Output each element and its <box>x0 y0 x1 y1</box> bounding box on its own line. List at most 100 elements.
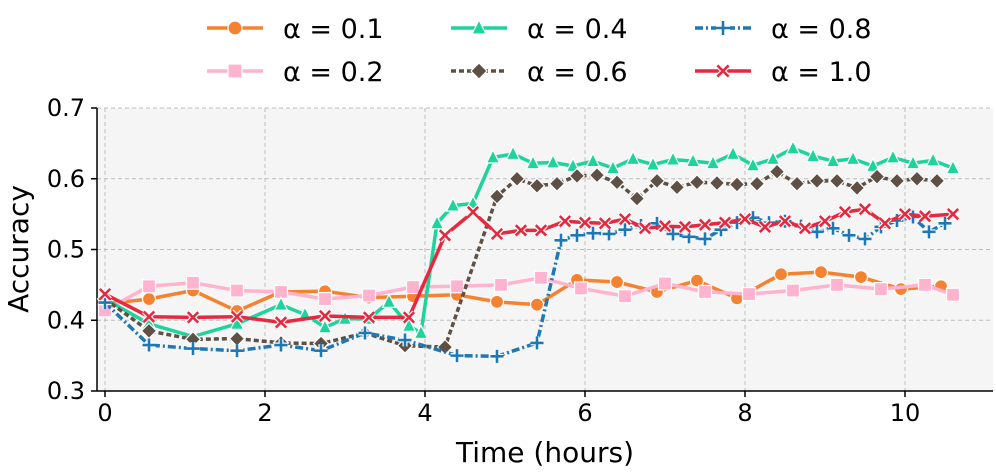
marker-stroke <box>490 349 504 363</box>
data-point-marker <box>829 277 845 292</box>
data-point-marker <box>490 349 504 363</box>
marker-stroke <box>618 212 632 226</box>
marker-stroke <box>798 222 812 235</box>
legend-item-1: α = 0.1 <box>207 14 384 45</box>
data-point-marker <box>493 277 509 292</box>
data-point-marker <box>945 287 961 302</box>
data-point-marker <box>745 156 761 172</box>
data-point-marker <box>908 170 926 188</box>
data-point-marker <box>445 196 461 212</box>
data-point-marker <box>605 159 621 175</box>
data-point-marker <box>185 275 201 290</box>
marker-stroke <box>230 310 244 323</box>
data-point-marker <box>401 317 417 333</box>
legend-label: α = 0.2 <box>283 57 384 88</box>
data-point-marker <box>586 226 600 240</box>
series-6 <box>98 202 960 330</box>
y-tick-label: 0.3 <box>47 377 85 405</box>
marker-stroke <box>558 215 572 228</box>
data-point-marker <box>905 154 921 170</box>
data-point-marker <box>98 296 112 310</box>
marker-stroke <box>186 342 200 356</box>
legend-item-6: α = 1.0 <box>695 57 872 88</box>
data-point-marker <box>273 295 289 311</box>
data-point-marker <box>609 274 625 290</box>
data-point-marker <box>688 173 706 191</box>
data-point-marker <box>810 225 824 239</box>
data-point-marker <box>825 152 841 168</box>
marker-stroke <box>618 223 632 237</box>
data-point-marker <box>938 216 952 230</box>
marker-stroke <box>450 349 464 363</box>
marker-stroke <box>466 205 480 219</box>
data-point-marker <box>668 178 686 196</box>
legend-label: α = 0.8 <box>771 14 872 45</box>
data-point-marker <box>826 221 840 235</box>
data-point-marker <box>618 212 632 227</box>
data-point-marker <box>618 223 632 237</box>
marker-stroke <box>402 311 416 324</box>
marker-stroke <box>142 310 156 323</box>
series-lines <box>96 139 961 363</box>
marker-stroke <box>810 225 824 239</box>
data-point-marker <box>141 279 157 294</box>
data-point-marker <box>785 139 801 155</box>
x-tick-label: 8 <box>737 399 752 427</box>
data-point-marker <box>142 338 156 352</box>
data-point-marker <box>381 293 397 308</box>
marker-stroke <box>718 216 732 229</box>
marker-stroke <box>898 208 912 221</box>
data-point-marker <box>227 20 243 36</box>
series-2 <box>97 270 961 318</box>
marker-stroke <box>946 208 960 221</box>
data-point-marker <box>361 288 377 303</box>
data-point-marker <box>505 145 521 161</box>
legend-item-4: α = 0.6 <box>451 57 628 88</box>
data-point-marker <box>317 291 333 307</box>
axes: 0 2 4 6 8 10 0.3 0.4 0.5 0.6 0.7 <box>47 94 993 427</box>
data-point-marker <box>274 338 288 352</box>
data-point-marker <box>928 172 946 190</box>
data-point-marker <box>558 214 572 229</box>
data-point-marker <box>798 221 812 236</box>
marker-stroke <box>818 215 832 228</box>
data-point-marker <box>718 215 732 230</box>
legend: α = 0.1 α = 0.2 α = 0.4 α = 0.6 α = 0.8 α = 1… <box>207 14 872 88</box>
series-5 <box>98 210 952 363</box>
marker-stroke <box>858 203 872 216</box>
data-point-marker <box>508 170 526 188</box>
marker-stroke <box>586 226 600 240</box>
data-point-marker <box>828 172 846 190</box>
legend-item-3: α = 0.4 <box>451 14 628 45</box>
data-point-marker <box>570 228 584 242</box>
data-point-marker <box>514 223 528 238</box>
data-point-marker <box>568 167 586 185</box>
data-point-marker <box>490 226 504 241</box>
marker-stroke <box>698 232 712 246</box>
data-point-marker <box>685 152 701 168</box>
data-point-marker <box>708 174 726 192</box>
data-point-marker <box>438 228 452 243</box>
marker-stroke <box>362 311 376 324</box>
data-point-marker <box>805 147 821 163</box>
legend-label: α = 1.0 <box>771 57 872 88</box>
data-point-marker <box>715 63 731 79</box>
series-4 <box>96 163 946 356</box>
data-point-marker <box>186 342 200 356</box>
data-point-marker <box>785 283 801 298</box>
marker-stroke <box>758 220 772 233</box>
data-point-marker <box>773 267 789 282</box>
marker-stroke <box>698 218 712 231</box>
x-tick-label: 4 <box>417 399 432 427</box>
data-point-marker <box>230 344 244 358</box>
data-point-marker <box>317 318 333 334</box>
data-point-marker <box>186 310 200 325</box>
marker-stroke <box>274 338 288 352</box>
data-point-marker <box>314 344 328 358</box>
data-point-marker <box>888 172 906 190</box>
data-point-marker <box>878 216 892 231</box>
data-point-marker <box>808 172 826 190</box>
data-point-marker <box>666 227 680 241</box>
data-point-marker <box>638 221 652 236</box>
series-line <box>104 270 955 313</box>
